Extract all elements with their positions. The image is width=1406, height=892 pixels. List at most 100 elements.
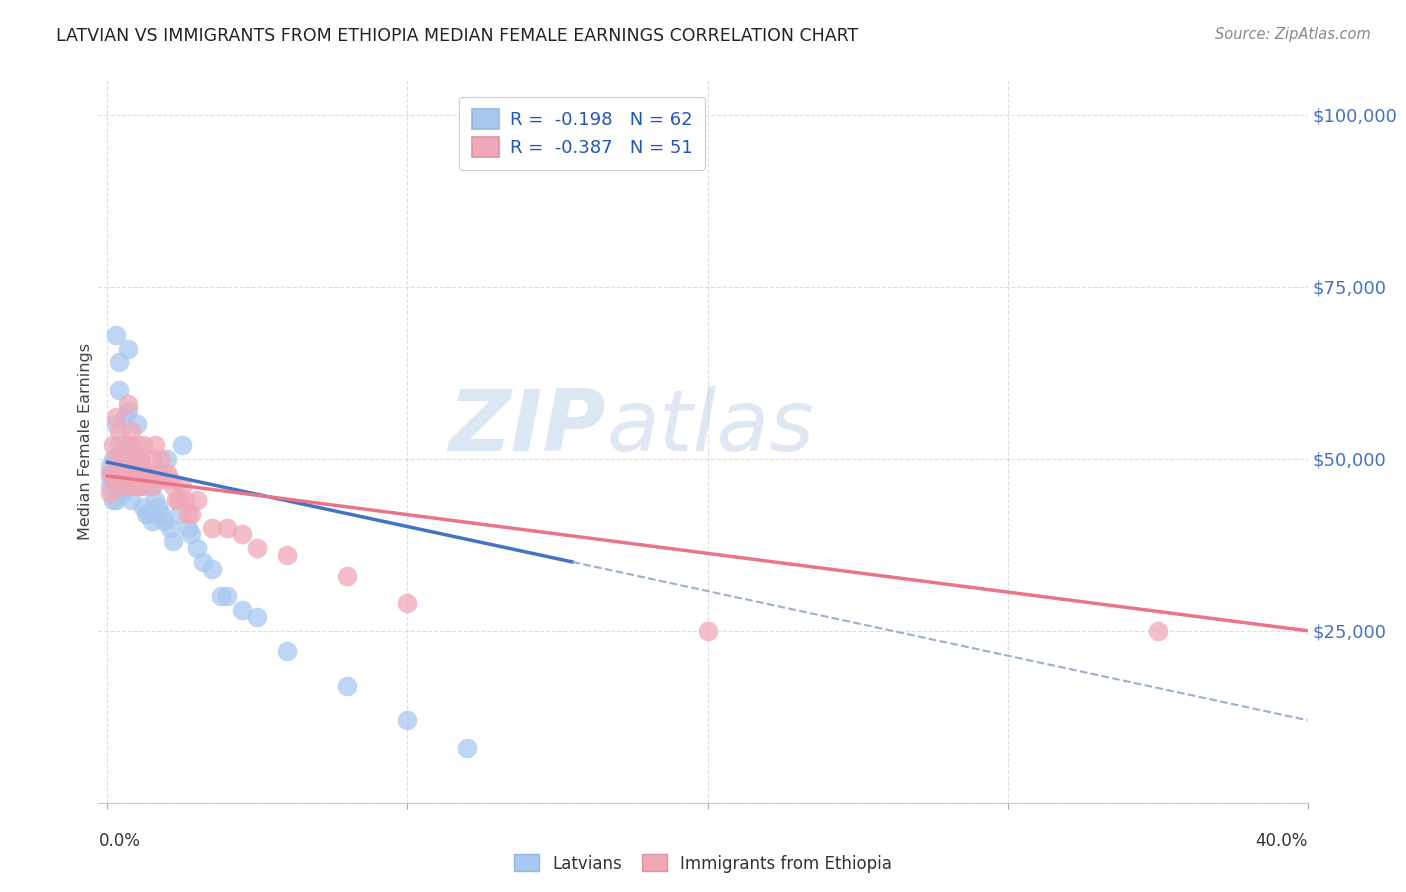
Point bbox=[231, 527, 253, 541]
Point bbox=[124, 451, 146, 466]
Point bbox=[209, 590, 232, 604]
Point bbox=[153, 514, 176, 528]
Point bbox=[165, 493, 187, 508]
Point bbox=[105, 472, 128, 486]
Point bbox=[124, 451, 146, 466]
Point bbox=[396, 596, 419, 610]
Point bbox=[135, 507, 157, 521]
Point bbox=[169, 493, 191, 508]
Point bbox=[127, 479, 149, 493]
Point bbox=[108, 383, 131, 397]
Point bbox=[108, 438, 131, 452]
Point bbox=[120, 493, 142, 508]
Point bbox=[135, 479, 157, 493]
Point bbox=[100, 469, 122, 483]
Point bbox=[217, 520, 239, 534]
Point bbox=[105, 327, 128, 342]
Point bbox=[276, 644, 298, 658]
Point bbox=[276, 548, 298, 562]
Point bbox=[103, 438, 125, 452]
Legend: R =  -0.198   N = 62, R =  -0.387   N = 51: R = -0.198 N = 62, R = -0.387 N = 51 bbox=[460, 96, 704, 169]
Point bbox=[169, 507, 191, 521]
Point bbox=[114, 479, 136, 493]
Point bbox=[127, 438, 149, 452]
Point bbox=[120, 472, 142, 486]
Point bbox=[141, 514, 163, 528]
Point bbox=[156, 466, 179, 480]
Point bbox=[336, 679, 359, 693]
Point bbox=[129, 479, 152, 493]
Point bbox=[153, 472, 176, 486]
Point bbox=[105, 493, 128, 508]
Point bbox=[162, 479, 184, 493]
Point bbox=[108, 466, 131, 480]
Text: ZIP: ZIP bbox=[449, 385, 606, 468]
Point bbox=[117, 397, 139, 411]
Point bbox=[127, 479, 149, 493]
Point bbox=[150, 451, 173, 466]
Point bbox=[114, 472, 136, 486]
Point bbox=[108, 479, 131, 493]
Point bbox=[111, 451, 134, 466]
Point bbox=[117, 342, 139, 356]
Point bbox=[141, 479, 163, 493]
Point bbox=[177, 520, 200, 534]
Point bbox=[141, 451, 163, 466]
Point bbox=[103, 466, 125, 480]
Point bbox=[180, 507, 202, 521]
Point bbox=[120, 438, 142, 452]
Point bbox=[180, 527, 202, 541]
Point bbox=[172, 479, 194, 493]
Text: Source: ZipAtlas.com: Source: ZipAtlas.com bbox=[1215, 27, 1371, 42]
Point bbox=[129, 472, 152, 486]
Point bbox=[111, 451, 134, 466]
Point bbox=[132, 466, 155, 480]
Point bbox=[105, 417, 128, 432]
Point bbox=[100, 458, 122, 473]
Point bbox=[108, 424, 131, 438]
Point bbox=[186, 541, 208, 556]
Point bbox=[103, 493, 125, 508]
Legend: Latvians, Immigrants from Ethiopia: Latvians, Immigrants from Ethiopia bbox=[508, 847, 898, 880]
Point bbox=[117, 466, 139, 480]
Point bbox=[132, 438, 155, 452]
Point bbox=[124, 472, 146, 486]
Point bbox=[156, 451, 179, 466]
Point bbox=[231, 603, 253, 617]
Point bbox=[172, 438, 194, 452]
Point bbox=[129, 451, 152, 466]
Point bbox=[145, 493, 167, 508]
Point bbox=[193, 555, 215, 569]
Point bbox=[132, 466, 155, 480]
Point bbox=[124, 479, 146, 493]
Point bbox=[186, 493, 208, 508]
Point bbox=[111, 466, 134, 480]
Point bbox=[127, 417, 149, 432]
Point bbox=[217, 590, 239, 604]
Point bbox=[114, 438, 136, 452]
Point bbox=[162, 534, 184, 549]
Text: LATVIAN VS IMMIGRANTS FROM ETHIOPIA MEDIAN FEMALE EARNINGS CORRELATION CHART: LATVIAN VS IMMIGRANTS FROM ETHIOPIA MEDI… bbox=[56, 27, 859, 45]
Point bbox=[201, 562, 224, 576]
Point bbox=[103, 472, 125, 486]
Point bbox=[138, 507, 160, 521]
Y-axis label: Median Female Earnings: Median Female Earnings bbox=[77, 343, 93, 540]
Point bbox=[456, 740, 478, 755]
Point bbox=[114, 451, 136, 466]
Point bbox=[696, 624, 718, 638]
Point bbox=[159, 472, 181, 486]
Point bbox=[117, 466, 139, 480]
Point bbox=[114, 410, 136, 425]
Point bbox=[159, 520, 181, 534]
Text: atlas: atlas bbox=[606, 385, 814, 468]
Point bbox=[138, 466, 160, 480]
Point bbox=[105, 451, 128, 466]
Point bbox=[246, 610, 269, 624]
Point bbox=[108, 355, 131, 369]
Point bbox=[1146, 624, 1168, 638]
Point bbox=[129, 451, 152, 466]
Point bbox=[141, 479, 163, 493]
Point bbox=[148, 466, 170, 480]
Point bbox=[100, 466, 122, 480]
Point bbox=[105, 410, 128, 425]
